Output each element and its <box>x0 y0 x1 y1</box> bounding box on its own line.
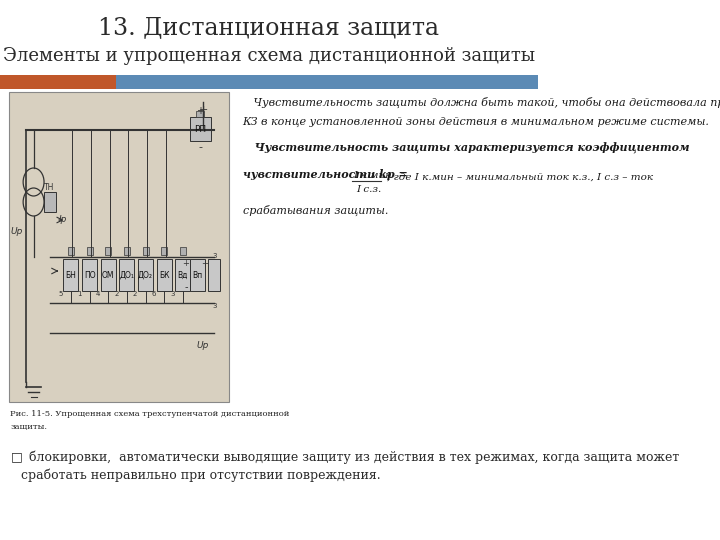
Bar <box>176 259 190 291</box>
Bar <box>161 247 167 255</box>
Bar <box>124 247 130 255</box>
Bar <box>189 117 210 141</box>
Text: 3: 3 <box>170 291 175 297</box>
Text: РП: РП <box>194 125 206 133</box>
Text: Чувствительность защиты характеризуется коэффициентом: Чувствительность защиты характеризуется … <box>243 143 689 154</box>
Text: , где I к.мин – минимальный ток к.з., I с.з – ток: , где I к.мин – минимальный ток к.з., I … <box>387 173 653 182</box>
Bar <box>63 259 78 291</box>
Bar <box>68 247 74 255</box>
Text: -: - <box>184 282 188 292</box>
Text: Рис. 11-5. Упрощенная схема трехступенчатой дистанционной: Рис. 11-5. Упрощенная схема трехступенча… <box>11 410 290 418</box>
Text: Вд: Вд <box>178 271 188 280</box>
Text: ПО: ПО <box>84 271 95 280</box>
Text: 13. Дистанционная защита: 13. Дистанционная защита <box>98 17 439 39</box>
Text: 2: 2 <box>133 291 138 297</box>
Bar <box>0 75 116 89</box>
Text: Элементы и упрощенная схема дистанционной защиты: Элементы и упрощенная схема дистанционно… <box>3 47 535 65</box>
Bar <box>120 259 135 291</box>
Text: ТН: ТН <box>44 183 55 192</box>
Text: +: + <box>196 106 204 116</box>
Text: +: + <box>182 259 189 267</box>
Bar <box>105 247 111 255</box>
Bar <box>197 111 204 117</box>
Text: 3: 3 <box>212 303 217 309</box>
Text: Up: Up <box>197 341 210 350</box>
Text: □: □ <box>12 450 23 463</box>
Text: Вп: Вп <box>193 271 203 280</box>
Bar <box>208 259 220 291</box>
Text: ДО₁: ДО₁ <box>120 271 135 280</box>
Text: ДО₂: ДО₂ <box>138 271 153 280</box>
Text: защиты.: защиты. <box>11 423 48 431</box>
Bar <box>190 259 205 291</box>
Text: БК: БК <box>159 271 169 280</box>
Text: 3: 3 <box>212 253 217 259</box>
Bar <box>44 192 56 212</box>
Text: КЗ в конце установленной зоны действия в минимальном режиме системы.: КЗ в конце установленной зоны действия в… <box>243 117 709 127</box>
Bar <box>116 75 538 89</box>
Text: Up: Up <box>10 227 22 237</box>
Bar <box>86 247 93 255</box>
Bar <box>180 247 186 255</box>
Text: ОМ: ОМ <box>102 271 114 280</box>
Text: I к.мин: I к.мин <box>353 171 392 180</box>
Text: Чувствительность защиты должна быть такой, чтобы она действовала при: Чувствительность защиты должна быть тако… <box>243 97 720 108</box>
Text: блокировки,  автоматически выводящие защиту из действия в тех режимах, когда защ: блокировки, автоматически выводящие защи… <box>21 450 679 463</box>
Text: Ip: Ip <box>59 215 68 225</box>
Bar <box>82 259 97 291</box>
Bar <box>143 247 148 255</box>
Text: +: + <box>201 259 208 267</box>
Text: -: - <box>198 142 202 152</box>
Bar <box>138 259 153 291</box>
Text: сработать неправильно при отсутствии повреждения.: сработать неправильно при отсутствии пов… <box>21 468 381 482</box>
Bar <box>157 259 171 291</box>
Text: 6: 6 <box>151 291 156 297</box>
Bar <box>9 92 229 402</box>
Text: 5: 5 <box>58 291 63 297</box>
Text: 2: 2 <box>114 291 119 297</box>
Text: БН: БН <box>66 271 76 280</box>
Text: +: + <box>199 105 208 115</box>
Text: I с.з.: I с.з. <box>356 185 382 194</box>
Text: чувствительности kр =: чувствительности kр = <box>243 169 408 180</box>
Text: 1: 1 <box>77 291 81 297</box>
Bar <box>101 259 116 291</box>
Text: срабатывания защиты.: срабатывания защиты. <box>243 205 388 216</box>
Text: 4: 4 <box>96 291 100 297</box>
